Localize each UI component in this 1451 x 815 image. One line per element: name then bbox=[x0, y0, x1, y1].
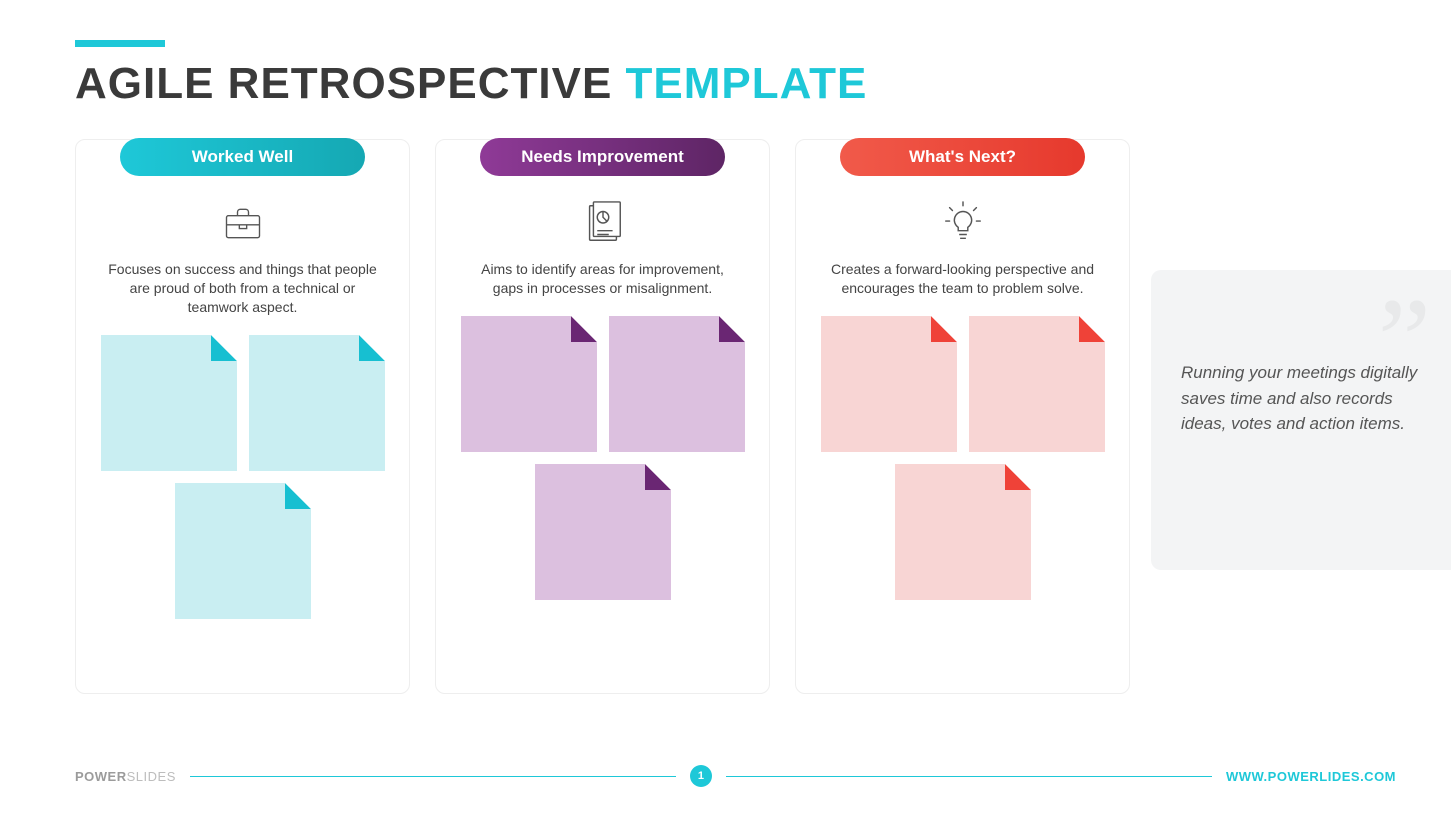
sticky-note[interactable] bbox=[821, 316, 957, 452]
brand-logo: POWERSLIDES bbox=[75, 769, 176, 784]
sticky-note[interactable] bbox=[895, 464, 1031, 600]
title-main: AGILE RETROSPECTIVE bbox=[75, 59, 612, 108]
sticky-note[interactable] bbox=[535, 464, 671, 600]
sticky-note[interactable] bbox=[101, 335, 237, 471]
sticky-note[interactable] bbox=[609, 316, 745, 452]
footer-line bbox=[190, 776, 676, 777]
column-whats-next: What's Next? Creates a forward-looking p… bbox=[795, 139, 1130, 694]
pill-label: Needs Improvement bbox=[521, 147, 684, 167]
slide: AGILE RETROSPECTIVE TEMPLATE Worked Well… bbox=[0, 0, 1451, 815]
column-desc: Focuses on success and things that peopl… bbox=[96, 260, 389, 335]
sticky-note[interactable] bbox=[249, 335, 385, 471]
pill-worked-well: Worked Well bbox=[120, 138, 365, 176]
bulb-icon bbox=[816, 196, 1109, 250]
sticky-note[interactable] bbox=[175, 483, 311, 619]
title-accent: TEMPLATE bbox=[626, 59, 868, 108]
notes-needs-improvement bbox=[456, 316, 749, 600]
notes-whats-next bbox=[816, 316, 1109, 600]
footer: POWERSLIDES 1 WWW.POWERLIDES.COM bbox=[75, 765, 1396, 787]
sticky-note[interactable] bbox=[461, 316, 597, 452]
quote-text: Running your meetings digitally saves ti… bbox=[1181, 360, 1421, 437]
pill-whats-next: What's Next? bbox=[840, 138, 1085, 176]
brand-bold: POWER bbox=[75, 769, 127, 784]
brand-light: SLIDES bbox=[127, 769, 176, 784]
pill-label: What's Next? bbox=[909, 147, 1016, 167]
accent-bar bbox=[75, 40, 165, 47]
footer-url: WWW.POWERLIDES.COM bbox=[1226, 769, 1396, 784]
column-desc: Creates a forward-looking perspective an… bbox=[816, 260, 1109, 316]
page-number: 1 bbox=[690, 765, 712, 787]
quote-sidebar: Running your meetings digitally saves ti… bbox=[1151, 270, 1451, 570]
pill-label: Worked Well bbox=[192, 147, 293, 167]
sticky-note[interactable] bbox=[969, 316, 1105, 452]
footer-line bbox=[726, 776, 1212, 777]
briefcase-icon bbox=[96, 196, 389, 250]
slide-title: AGILE RETROSPECTIVE TEMPLATE bbox=[75, 59, 1376, 109]
column-desc: Aims to identify areas for improvement, … bbox=[456, 260, 749, 316]
column-needs-improvement: Needs Improvement Aims to identify areas… bbox=[435, 139, 770, 694]
pill-needs-improvement: Needs Improvement bbox=[480, 138, 725, 176]
column-worked-well: Worked Well Focuses on success and thing… bbox=[75, 139, 410, 694]
report-icon bbox=[456, 196, 749, 250]
notes-worked-well bbox=[96, 335, 389, 619]
